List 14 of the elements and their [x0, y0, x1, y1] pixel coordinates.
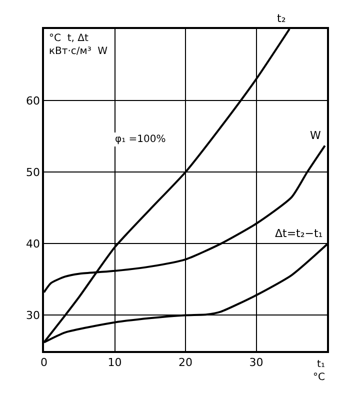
y-axis-title: °C t, Δt кВт·с/м³ W — [49, 33, 108, 57]
series-label: Δt=t₂−t₁ — [275, 227, 323, 240]
x-tick-label: 0 — [40, 356, 48, 369]
y-tick-label: 40 — [26, 238, 40, 251]
y-tick-label: 30 — [26, 309, 40, 322]
x-tick-label: 30 — [249, 356, 264, 369]
x-tick-label: 20 — [178, 356, 192, 369]
x-axis-title: t₁ °C — [313, 359, 325, 383]
series-label: t₂ — [277, 12, 286, 25]
x-tick-label: 10 — [108, 356, 122, 369]
y-tick-label: 60 — [26, 94, 40, 108]
y-tick-label: 50 — [26, 166, 40, 179]
series-label: W — [310, 129, 321, 142]
annotation: φ₁ =100% — [115, 134, 166, 145]
